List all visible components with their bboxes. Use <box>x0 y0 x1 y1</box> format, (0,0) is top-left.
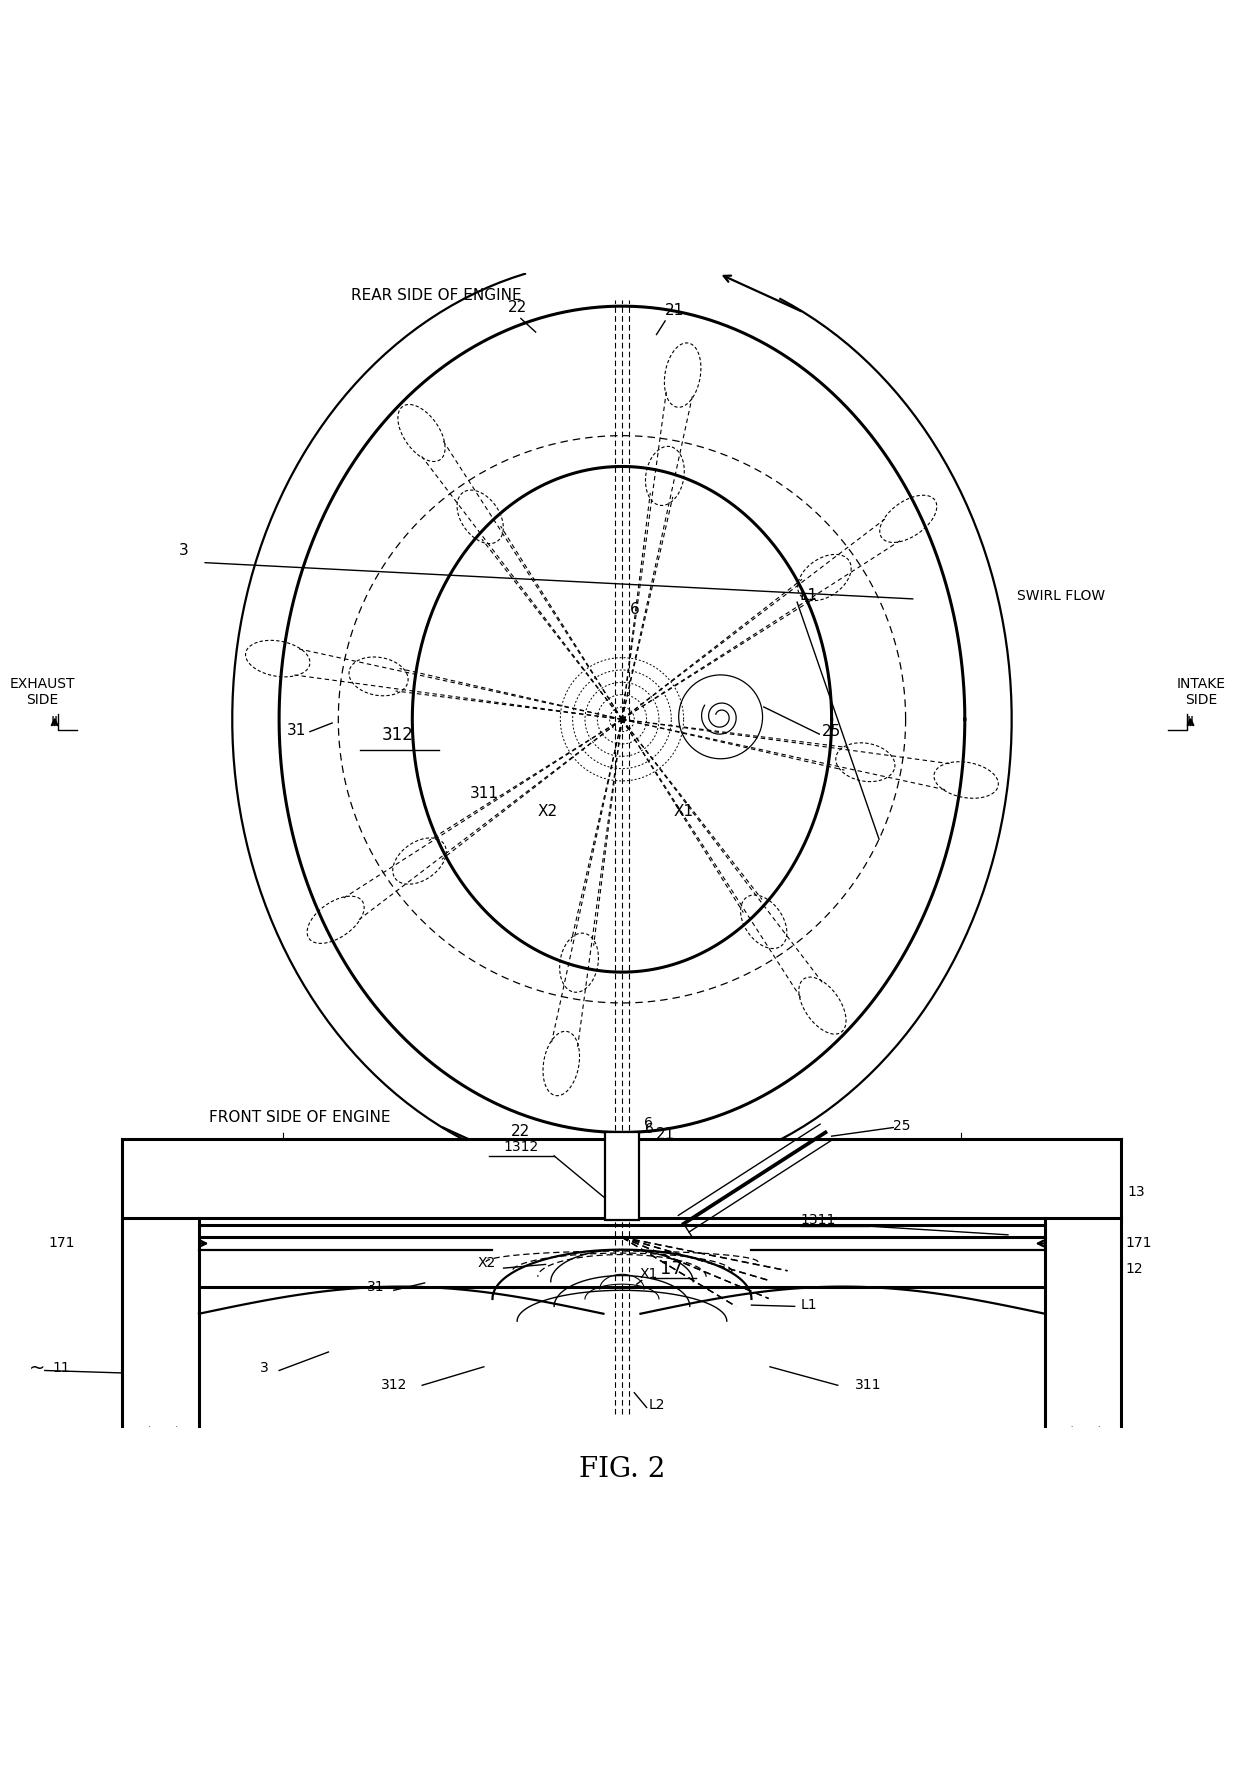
Text: ~: ~ <box>29 1359 45 1377</box>
Text: 1312: 1312 <box>503 1140 538 1155</box>
Text: 311: 311 <box>469 786 498 801</box>
Text: 31: 31 <box>367 1279 384 1293</box>
Text: 21: 21 <box>656 1126 675 1142</box>
Text: 25: 25 <box>822 724 841 738</box>
Text: 311: 311 <box>856 1379 882 1393</box>
Text: INTAKE
SIDE: INTAKE SIDE <box>1177 678 1226 708</box>
Text: 6: 6 <box>644 1115 653 1130</box>
Text: L1: L1 <box>801 1299 817 1313</box>
Bar <box>605 1133 640 1220</box>
Text: L1: L1 <box>800 587 817 603</box>
Text: ~: ~ <box>1104 1183 1120 1201</box>
Text: 17: 17 <box>660 1260 683 1279</box>
Text: 12: 12 <box>1125 1263 1143 1276</box>
Text: REAR SIDE OF ENGINE: REAR SIDE OF ENGINE <box>351 288 521 302</box>
Text: 171: 171 <box>48 1236 74 1251</box>
Text: 11: 11 <box>52 1361 69 1375</box>
Text: 1311: 1311 <box>801 1213 836 1228</box>
Text: 312: 312 <box>382 726 413 744</box>
Text: X2: X2 <box>477 1256 496 1270</box>
Bar <box>123 1139 1121 1217</box>
Text: II: II <box>1187 715 1194 729</box>
Text: FRONT SIDE OF ENGINE: FRONT SIDE OF ENGINE <box>208 1110 391 1124</box>
Text: 22: 22 <box>507 301 527 315</box>
Text: X1: X1 <box>640 1267 658 1281</box>
Text: 6: 6 <box>630 603 639 617</box>
Text: X2: X2 <box>538 804 558 820</box>
Text: 3: 3 <box>180 543 188 559</box>
Text: 25: 25 <box>893 1119 911 1133</box>
Text: ~: ~ <box>1101 1260 1117 1279</box>
Bar <box>1045 1217 1121 1427</box>
Text: 22: 22 <box>511 1124 531 1139</box>
Text: FIG. 2: FIG. 2 <box>579 1455 665 1482</box>
Bar <box>605 1133 640 1220</box>
Text: 171: 171 <box>1125 1236 1152 1251</box>
Text: II: II <box>51 715 58 729</box>
Text: SWIRL FLOW: SWIRL FLOW <box>1017 589 1105 603</box>
Text: 6: 6 <box>645 1123 655 1137</box>
Text: L2: L2 <box>649 1398 666 1413</box>
Text: 21: 21 <box>665 302 684 318</box>
Text: 31: 31 <box>286 722 306 738</box>
Text: EXHAUST
SIDE: EXHAUST SIDE <box>10 678 76 708</box>
Text: 13: 13 <box>1127 1185 1146 1199</box>
Bar <box>123 1217 198 1427</box>
Text: X1: X1 <box>673 804 693 820</box>
Text: 3: 3 <box>260 1361 269 1375</box>
Text: 312: 312 <box>381 1379 407 1393</box>
